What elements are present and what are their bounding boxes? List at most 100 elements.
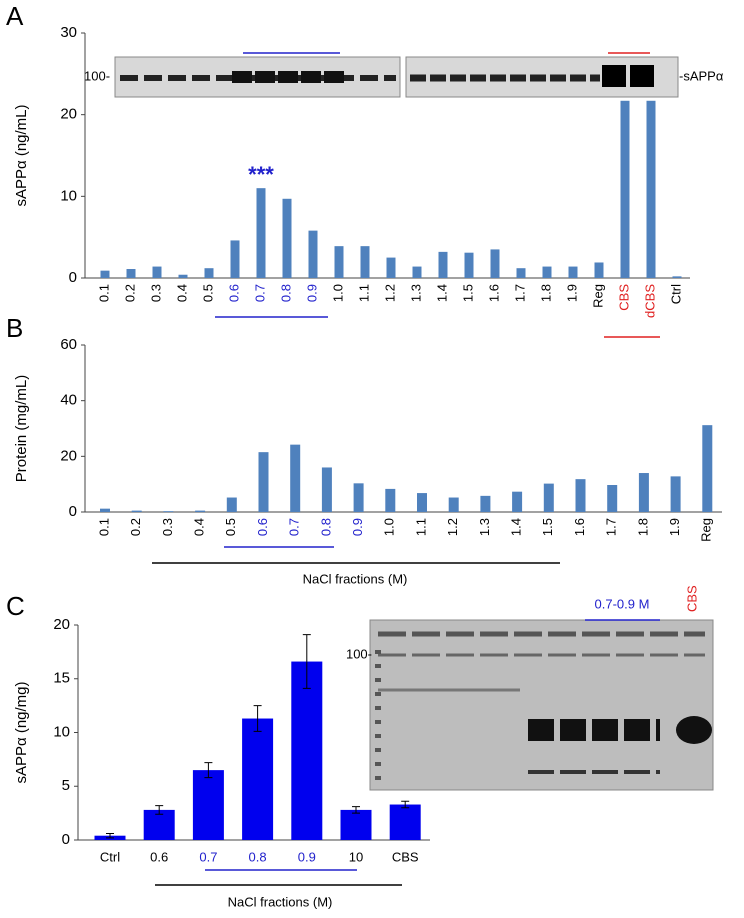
x-tick-label: 0.1 [96, 284, 111, 302]
x-tick-label: 0.5 [200, 284, 215, 302]
x-tick-label: 1.4 [434, 284, 449, 302]
y-tick-label: 10 [53, 723, 70, 740]
bar [385, 488, 396, 512]
bar [480, 495, 491, 512]
x-tick-label: 0.3 [148, 284, 163, 302]
y-tick-label: 10 [60, 187, 77, 204]
x-tick-label: 1.7 [512, 284, 527, 302]
x-tick-label: 0.4 [174, 284, 189, 302]
y-tick-label: 0 [69, 269, 77, 286]
x-tick-label: 1.9 [564, 284, 579, 302]
gel-label: CBS [684, 585, 699, 612]
x-tick-label: 0.2 [128, 518, 143, 536]
x-tick-label: 0.7 [287, 518, 302, 536]
bar [360, 246, 370, 278]
blot-label: -sAPPα [679, 68, 724, 83]
bar [448, 497, 459, 512]
y-tick-label: 60 [60, 336, 77, 353]
bar [163, 511, 174, 512]
bar [282, 198, 292, 278]
bar [242, 718, 274, 840]
error-bar [204, 762, 213, 779]
x-tick-label: 0.5 [223, 518, 238, 536]
bar [638, 473, 649, 512]
x-tick-label: 1.6 [486, 284, 501, 302]
bar [672, 276, 682, 278]
gel-label: 0.7-0.9 M [595, 596, 650, 611]
bar [417, 493, 427, 512]
bar [386, 257, 396, 278]
bar [178, 274, 188, 278]
x-tick-label: 10 [349, 849, 363, 864]
x-tick-label: 1.8 [635, 518, 650, 536]
x-tick-label: 0.6 [226, 284, 241, 302]
bar [226, 497, 237, 512]
bar [512, 491, 523, 512]
x-tick-label: 1.2 [445, 518, 460, 536]
y-tick-label: 20 [60, 447, 77, 464]
y-tick-label: 40 [60, 392, 77, 409]
bar [607, 485, 618, 512]
x-tick-label: 1.1 [356, 284, 371, 302]
bar [670, 476, 681, 512]
bar [291, 661, 323, 840]
panel-label: C [6, 591, 25, 621]
y-tick-label: 20 [53, 616, 70, 633]
bar [192, 770, 224, 840]
bar [100, 508, 110, 512]
x-tick-label: 0.8 [249, 849, 267, 864]
bar [412, 266, 422, 278]
x-tick-label: 1.8 [538, 284, 553, 302]
bar [321, 467, 332, 512]
bar [594, 262, 604, 278]
bar [230, 240, 240, 278]
x-tick-label: 0.1 [96, 518, 111, 536]
bar [464, 252, 474, 278]
x-axis-label: NaCl fractions (M) [303, 571, 408, 586]
x-tick-label: 1.5 [540, 518, 555, 536]
y-tick-label: 20 [60, 106, 77, 123]
y-tick-label: 0 [69, 503, 77, 520]
bar [334, 246, 344, 278]
panel-label: A [6, 1, 24, 31]
x-tick-label: 0.6 [255, 518, 270, 536]
x-tick-label: 1.4 [509, 518, 524, 536]
x-tick-label: Reg [699, 518, 714, 542]
bar [256, 188, 266, 278]
y-axis-label: sAPPα (ng/mL) [13, 104, 30, 206]
y-axis-label: Protein (mg/mL) [13, 375, 30, 483]
gel-label: 100- [346, 646, 372, 661]
gel-image [369, 619, 714, 791]
error-bar [155, 805, 164, 815]
x-tick-label: 0.8 [318, 518, 333, 536]
x-tick-label: 1.0 [382, 518, 397, 536]
bar [575, 479, 586, 512]
x-tick-label: 1.3 [477, 518, 492, 536]
bar [438, 251, 448, 278]
bar [568, 266, 578, 278]
x-tick-label: 0.3 [160, 518, 175, 536]
bar [204, 268, 214, 278]
bar [620, 100, 630, 279]
bar [143, 809, 175, 840]
bar [543, 483, 554, 512]
x-tick-label: 0.9 [298, 849, 316, 864]
error-bar [302, 634, 311, 689]
bar [353, 483, 364, 512]
x-tick-label: 0.7 [199, 849, 217, 864]
x-tick-label: 1.6 [572, 518, 587, 536]
x-tick-label: 0.4 [192, 518, 207, 536]
x-tick-label: 1.5 [460, 284, 475, 302]
bar [340, 809, 372, 840]
x-tick-label: CBS [392, 849, 419, 864]
bar [152, 266, 162, 278]
error-bar [106, 833, 114, 839]
error-bar [352, 806, 360, 814]
x-tick-label: 1.7 [604, 518, 619, 536]
bar [100, 270, 110, 278]
significance-label: *** [248, 162, 274, 187]
error-bar [401, 800, 410, 809]
bar [126, 269, 136, 278]
y-tick-label: 15 [53, 670, 70, 687]
